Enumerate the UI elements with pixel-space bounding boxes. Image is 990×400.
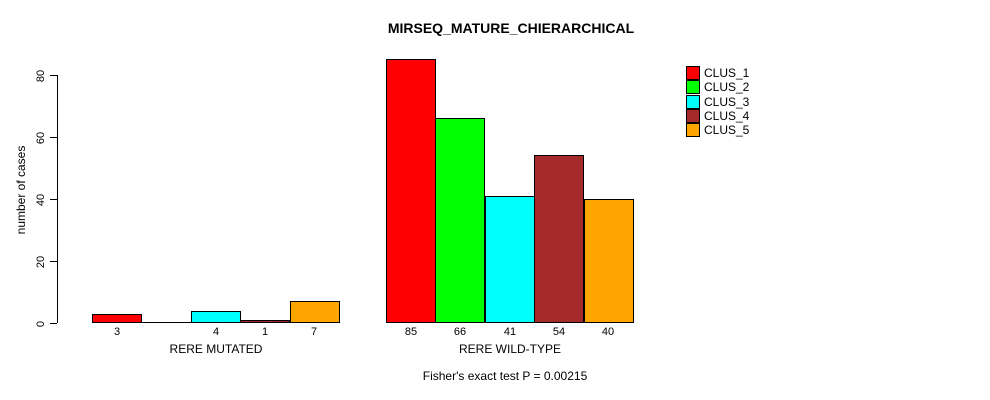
legend-swatch [686, 123, 700, 137]
legend-item-clus_1: CLUS_1 [686, 66, 749, 80]
bar-value-label: 66 [453, 326, 467, 338]
legend-item-clus_5: CLUS_5 [686, 123, 749, 137]
legend-label: CLUS_3 [704, 95, 750, 109]
y-axis-tick [50, 75, 57, 76]
bar-value-label: 7 [310, 326, 318, 338]
legend-swatch [686, 95, 700, 109]
legend-label: CLUS_4 [704, 109, 750, 123]
bar-value-label: 41 [503, 326, 517, 338]
bar-clus_5 [584, 199, 634, 323]
group-label: RERE WILD-TYPE [458, 342, 562, 356]
bar-clus_3 [485, 196, 535, 323]
bar-clus_5 [290, 301, 340, 323]
legend-item-clus_4: CLUS_4 [686, 109, 749, 123]
y-axis-tick-label: 80 [35, 69, 47, 82]
bar-clus_2 [141, 322, 191, 323]
y-axis-tick [50, 199, 57, 200]
legend-swatch [686, 109, 700, 123]
y-axis-tick-label: 40 [35, 193, 47, 206]
legend-item-clus_3: CLUS_3 [686, 95, 749, 109]
annotation-fisher-test: Fisher's exact test P = 0.00215 [422, 369, 588, 383]
y-axis-tick-label: 60 [35, 131, 47, 144]
legend-label: CLUS_2 [704, 80, 750, 94]
bar-value-label: 1 [261, 326, 269, 338]
y-axis-tick-label: 0 [35, 320, 47, 327]
bar-value-label: 3 [113, 326, 121, 338]
bar-clus_1 [92, 314, 142, 323]
bar-clus_4 [534, 155, 584, 323]
bar-clus_1 [386, 59, 436, 323]
legend-swatch [686, 66, 700, 80]
bar-clus_2 [435, 118, 485, 323]
legend-swatch [686, 80, 700, 94]
y-axis-tick [50, 323, 57, 324]
legend-label: CLUS_5 [704, 123, 750, 137]
bar-value-label: 40 [601, 326, 615, 338]
bar-clus_3 [191, 311, 241, 323]
bar-value-label: 4 [212, 326, 220, 338]
y-axis-tick [50, 137, 57, 138]
bar-value-label: 85 [404, 326, 418, 338]
chart-title: MIRSEQ_MATURE_CHIERARCHICAL [387, 20, 635, 36]
y-axis-line [57, 75, 58, 323]
y-axis-tick [50, 261, 57, 262]
y-axis-label: number of cases [14, 145, 28, 235]
group-label: RERE MUTATED [169, 342, 263, 356]
y-axis-tick-label: 20 [35, 255, 47, 268]
legend-label: CLUS_1 [704, 66, 750, 80]
bar-clus_4 [240, 320, 290, 323]
bar-value-label: 54 [552, 326, 566, 338]
legend-item-clus_2: CLUS_2 [686, 80, 749, 94]
